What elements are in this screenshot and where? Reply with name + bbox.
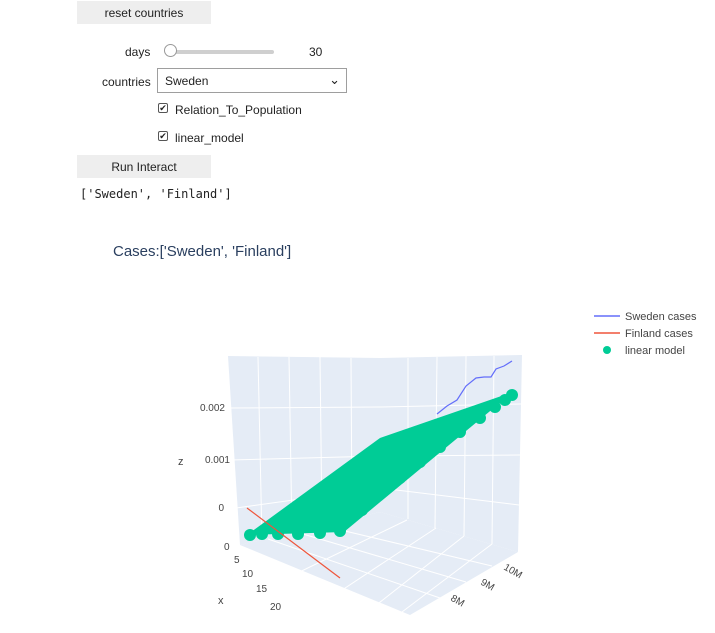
days-label: days bbox=[125, 45, 151, 59]
finland-cases-line bbox=[246, 507, 341, 579]
countries-select[interactable]: Sweden ⌄ bbox=[157, 68, 347, 93]
linear-model-surface bbox=[247, 392, 513, 535]
legend-finland-label: Finland cases bbox=[625, 328, 693, 340]
z-tick: 0.002 bbox=[200, 403, 225, 414]
y-tick: 10M bbox=[502, 562, 524, 581]
reset-countries-button[interactable]: reset countries bbox=[77, 1, 211, 24]
z-tick: 0.001 bbox=[205, 455, 230, 466]
legend-sweden-label: Sweden cases bbox=[625, 311, 697, 323]
linear-model-checkbox[interactable]: ✔ bbox=[158, 131, 168, 141]
days-slider-handle[interactable] bbox=[164, 44, 177, 57]
output-text: ['Sweden', 'Finland'] bbox=[80, 187, 232, 201]
x-tick: 5 bbox=[234, 555, 240, 566]
z-tick: 0 bbox=[218, 503, 224, 514]
linear-model-markers bbox=[244, 389, 518, 541]
legend-linear-label: linear model bbox=[625, 345, 685, 357]
x-tick: 0 bbox=[224, 542, 230, 553]
x-tick: 15 bbox=[256, 584, 268, 595]
y-tick: 9M bbox=[479, 577, 497, 593]
x-tick: 10 bbox=[242, 569, 254, 580]
y-tick: 8M bbox=[449, 593, 467, 609]
linear-model-label: linear_model bbox=[175, 131, 244, 145]
run-interact-button[interactable]: Run Interact bbox=[77, 155, 211, 178]
legend-linear-swatch bbox=[603, 346, 611, 354]
relation-to-population-checkbox[interactable]: ✔ bbox=[158, 103, 168, 113]
grid-lines bbox=[227, 355, 522, 616]
sweden-cases-line bbox=[436, 360, 513, 415]
side-wall bbox=[380, 355, 522, 552]
x-axis-label: x bbox=[218, 595, 224, 607]
countries-label: countries bbox=[102, 75, 151, 89]
relation-to-population-label: Relation_To_Population bbox=[175, 103, 302, 117]
x-tick: 20 bbox=[270, 602, 282, 613]
days-slider-track[interactable] bbox=[167, 50, 274, 54]
plot-title: Cases:['Sweden', 'Finland'] bbox=[113, 243, 292, 260]
floor-plane bbox=[240, 512, 518, 615]
chevron-down-icon: ⌄ bbox=[329, 72, 340, 87]
z-axis-label: z bbox=[178, 456, 184, 468]
countries-selected-value: Sweden bbox=[165, 74, 209, 88]
days-value: 30 bbox=[309, 45, 323, 59]
back-wall bbox=[228, 356, 380, 545]
